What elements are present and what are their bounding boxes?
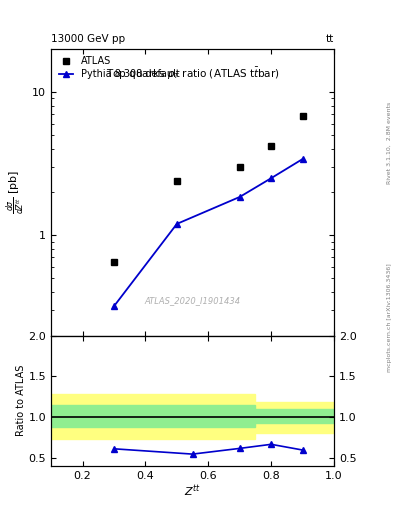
Legend: ATLAS, Pythia 8.308 default: ATLAS, Pythia 8.308 default (56, 53, 183, 82)
Text: 13000 GeV pp: 13000 GeV pp (51, 33, 125, 44)
ATLAS (269, 143, 274, 149)
X-axis label: $Z^{tt}$: $Z^{tt}$ (184, 483, 201, 499)
Pythia 8.308 default (300, 156, 305, 162)
Text: Rivet 3.1.10,  2.8M events: Rivet 3.1.10, 2.8M events (387, 102, 391, 184)
Pythia 8.308 default (112, 303, 116, 309)
Bar (255, 402, 334, 433)
Text: tt: tt (326, 33, 334, 44)
Line: Pythia 8.308 default: Pythia 8.308 default (111, 156, 306, 309)
Pythia 8.308 default (237, 194, 242, 200)
Pythia 8.308 default (174, 221, 179, 227)
ATLAS (112, 259, 116, 265)
Y-axis label: $\frac{d\sigma}{dZ^{tt}}$ [pb]: $\frac{d\sigma}{dZ^{tt}}$ [pb] (4, 170, 27, 214)
ATLAS (174, 178, 179, 184)
Text: mcplots.cern.ch [arXiv:1306.3436]: mcplots.cern.ch [arXiv:1306.3436] (387, 263, 391, 372)
Line: ATLAS: ATLAS (111, 113, 306, 265)
Text: Top quarks $p_T$ ratio (ATLAS t$\bar{t}$bar): Top quarks $p_T$ ratio (ATLAS t$\bar{t}$… (106, 66, 279, 82)
ATLAS (300, 113, 305, 119)
ATLAS (237, 164, 242, 170)
Bar (255, 409, 334, 423)
Pythia 8.308 default (269, 175, 274, 181)
Y-axis label: Ratio to ATLAS: Ratio to ATLAS (16, 365, 26, 436)
Bar (51, 394, 255, 439)
Bar (51, 405, 255, 427)
Text: ATLAS_2020_I1901434: ATLAS_2020_I1901434 (145, 296, 241, 306)
